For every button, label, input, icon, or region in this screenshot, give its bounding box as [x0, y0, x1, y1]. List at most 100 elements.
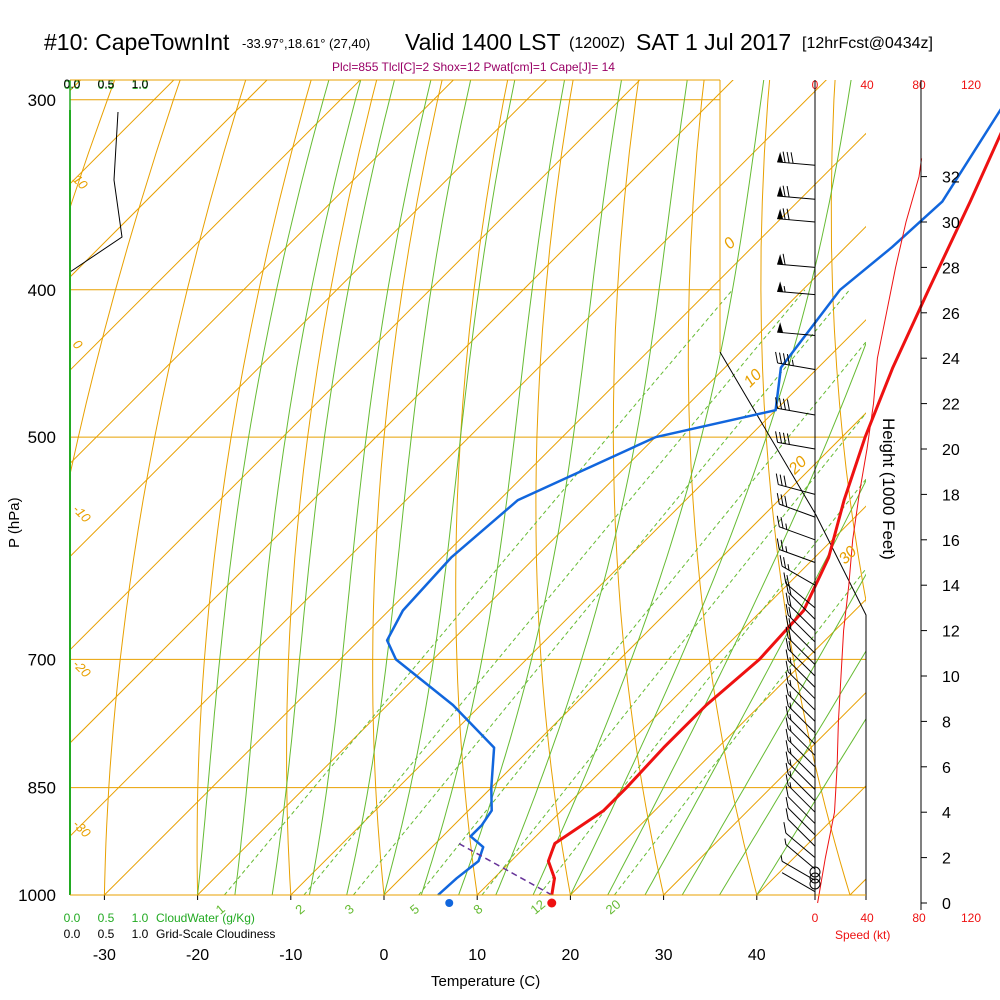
speed-tick-label-bottom: 80 — [912, 911, 926, 925]
wind-barb-half-feather — [789, 782, 792, 789]
mixing-ratio-label: 20 — [603, 897, 624, 918]
wind-barb-half-feather — [785, 523, 788, 530]
wind-barb-feather — [786, 574, 790, 587]
wind-barb-feather — [788, 595, 792, 607]
wind-barb-flag — [777, 322, 784, 333]
moist-adiabat-line — [607, 342, 866, 895]
height-tick-label: 28 — [942, 260, 960, 277]
wind-barb — [781, 872, 816, 893]
mixing-ratio-lines — [224, 289, 866, 895]
speed-tick-label-top: 40 — [860, 78, 874, 92]
pressure-tick-label: 400 — [28, 281, 56, 300]
mixing-ratio-label: 3 — [342, 901, 357, 917]
wind-barb-half-feather — [791, 359, 794, 366]
wind-barb — [785, 660, 816, 700]
wind-barb-feather — [780, 517, 784, 529]
moist-adiabat-line — [308, 80, 432, 895]
wind-barb-shaft — [787, 637, 816, 666]
speed-tick-label-bottom: 120 — [961, 911, 981, 925]
wind-barb-flag — [777, 281, 784, 292]
wind-barb-half-feather — [785, 546, 788, 553]
wind-barb — [785, 638, 816, 677]
wind-barb — [776, 538, 816, 563]
sounding-params: Plcl=855 Tlcl[C]=2 Shox=12 Pwat[cm]=1 Ca… — [332, 60, 615, 74]
wind-barb-feather — [783, 475, 787, 487]
moist-adiabat-line — [495, 80, 688, 895]
wind-barb-feather — [785, 740, 789, 752]
moist-adiabat-line — [756, 717, 866, 895]
moist-adiabats — [197, 80, 866, 895]
isotherm-line — [70, 80, 361, 371]
dry-adiabats — [70, 80, 866, 895]
wind-barb — [779, 555, 816, 586]
wind-barb-shaft — [787, 773, 816, 802]
isotherms — [70, 80, 866, 895]
wind-barb-feather — [788, 629, 792, 641]
x-axis-label: Temperature (C) — [431, 973, 540, 990]
isotherm-line — [70, 80, 268, 278]
standard-height-curve — [69, 111, 123, 273]
isotherm-line — [849, 878, 866, 895]
wind-barb-flag — [777, 151, 784, 163]
moist-adiabat-line — [271, 80, 395, 895]
wind-barb-feather — [788, 640, 792, 653]
height-tick-label: 12 — [942, 624, 960, 641]
wind-barb-half-feather — [789, 657, 792, 664]
mixing-ratio-label: 12 — [527, 897, 548, 918]
mixing-ratio-line — [481, 412, 866, 895]
cloud-tick-label: 0.0 — [64, 927, 81, 941]
mixing-ratio-line — [614, 567, 866, 895]
wind-barb-feather — [782, 398, 786, 410]
wind-barb-half-feather — [789, 770, 792, 777]
wind-barb-feather — [786, 208, 790, 220]
wind-barb — [785, 626, 816, 666]
dry-adiabat-line — [760, 80, 851, 895]
wind-barb — [785, 672, 816, 711]
wind-barb — [785, 740, 816, 779]
dry-adiabat-line — [196, 80, 312, 895]
wind-barb-feather — [785, 796, 789, 809]
reference-line — [719, 351, 867, 900]
wind-barb — [780, 855, 816, 881]
wind-barb — [785, 796, 816, 836]
cloud-tick-label: 0.5 — [98, 78, 115, 92]
wind-barb-feather — [783, 822, 787, 834]
valid-date: SAT 1 Jul 2017 — [636, 29, 791, 55]
wind-barb-half-feather — [780, 855, 783, 862]
surface-temp-marker — [547, 898, 557, 908]
wind-barb-half-feather — [784, 838, 787, 845]
moist-adiabat-line — [346, 80, 472, 895]
moist-adiabat-line — [420, 80, 566, 895]
mixing-ratio-label: 8 — [470, 901, 485, 917]
wind-barb-shaft — [787, 716, 816, 745]
wind-barb-feather — [785, 706, 789, 718]
isotherm-line — [70, 80, 455, 465]
wind-barb-feather — [786, 185, 790, 198]
wind-barb — [785, 649, 816, 688]
wind-barb-feather — [785, 603, 789, 616]
cloudiness-label: Grid-Scale Cloudiness — [156, 927, 275, 941]
wind-barb-feather — [785, 694, 789, 706]
isotherm-label: 20 — [785, 453, 810, 478]
isotherm-label: -10 — [70, 502, 94, 526]
mixing-ratio-label: 2 — [292, 901, 307, 917]
wind-barb-feather — [776, 493, 780, 505]
moist-adiabat-line — [197, 80, 330, 895]
wind-barb-feather — [775, 351, 779, 364]
height-tick-label: 16 — [942, 533, 960, 550]
pressure-tick-label: 500 — [28, 428, 56, 447]
wind-barb-shaft — [778, 484, 816, 495]
wind-barb-feather — [785, 808, 789, 820]
wind-barb-half-feather — [789, 702, 792, 709]
isotherm-line — [104, 132, 866, 895]
temperature-line — [546, 131, 1000, 896]
wind-barb — [776, 515, 816, 541]
wind-barb-feather — [788, 618, 792, 630]
isotherm-line — [70, 80, 827, 837]
wind-barb-flag — [777, 254, 784, 265]
axis-ticks: 2503004005007008501000123581220100-10-20… — [18, 77, 981, 964]
wind-barb-shaft — [787, 750, 816, 779]
wind-barb-feather — [785, 683, 789, 695]
valid-zulu: (1200Z) — [569, 35, 625, 52]
